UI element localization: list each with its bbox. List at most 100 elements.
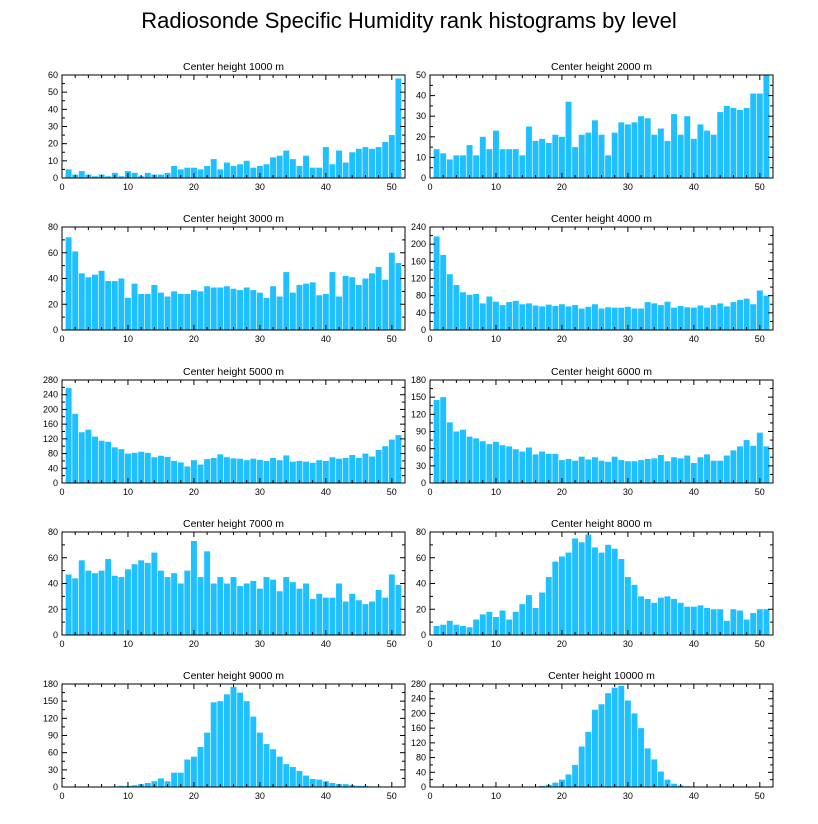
histogram-bar [190,167,197,178]
y-tick-label: 20 [48,299,58,309]
histogram-bar [237,692,244,787]
x-tick-label: 30 [255,791,265,801]
y-tick-label: 150 [43,696,58,706]
histogram-bar [539,785,546,787]
y-tick-label: 0 [53,782,58,792]
histogram-bar [506,302,513,330]
histogram-bar [519,155,526,178]
x-tick-label: 20 [189,639,199,649]
histogram-bar [585,731,592,787]
histogram-bar [486,444,493,483]
histogram-bar [263,297,270,330]
histogram-bar [492,301,499,330]
histogram-bar [303,283,310,330]
histogram-bar [605,461,612,483]
x-tick-label: 20 [557,791,567,801]
x-tick-label: 50 [755,791,765,801]
histogram-bar [243,701,250,787]
y-tick-label: 10 [416,152,426,162]
histogram-bar [572,147,579,178]
histogram-bar [171,165,178,178]
y-tick-label: 0 [421,630,426,640]
histogram-bar [756,609,763,635]
panel-title: Center height 7000 m [183,518,284,530]
x-tick-label: 40 [689,334,699,344]
histogram-bar [710,134,717,178]
x-tick-label: 50 [387,487,397,497]
histogram-bar [223,286,230,330]
histogram-bar [250,167,257,178]
histogram-bar [171,291,178,331]
histogram-bar [289,292,296,330]
histogram-bar [717,112,724,178]
histogram-bar [558,556,565,635]
histogram-bar [144,452,151,483]
histogram-bar [763,609,770,635]
histogram-bar [460,625,466,635]
x-tick-label: 50 [387,639,397,649]
histogram-bar [151,457,158,483]
histogram-bar [492,616,499,635]
histogram-bar [671,114,678,178]
histogram-bar [243,460,250,483]
histogram-bar [704,607,711,635]
histogram-bar [65,388,72,483]
y-tick-label: 0 [421,173,426,183]
histogram-bar [316,593,323,635]
histogram-bar [743,298,750,330]
histogram-bar [552,134,559,178]
histogram-bar [743,619,750,635]
histogram-bar [124,569,131,635]
histogram-bar [539,306,546,330]
histogram-bar [78,560,85,635]
histogram-bar [473,155,480,178]
x-tick-label: 20 [557,639,567,649]
histogram-bar [131,564,138,635]
panel-title: Center height 9000 m [183,670,284,682]
histogram-bar [624,306,631,330]
histogram-bar [105,281,112,330]
histogram-bar [283,455,290,483]
histogram-bar [671,783,678,787]
y-tick-label: 150 [411,392,426,402]
histogram-bar [177,583,184,635]
histogram-bar [98,440,105,483]
histogram-bar [657,305,664,330]
histogram-bar [671,307,678,330]
histogram-bar [519,451,526,483]
x-tick-label: 10 [123,182,133,192]
histogram-bar [611,548,618,635]
histogram-bar [349,593,356,635]
histogram-bar [473,619,480,635]
histogram-bar [118,785,125,787]
histogram-bar [296,165,303,178]
histogram-bar [624,124,631,178]
histogram-bar [618,559,625,635]
histogram-bar [303,461,310,483]
histogram-bar [671,598,678,635]
histogram-bar [591,120,598,178]
histogram-bar [525,126,532,178]
histogram-bar [486,611,493,635]
x-tick-label: 30 [623,487,633,497]
histogram-bar [499,149,506,178]
histogram-bar [322,147,329,178]
panel-title: Center height 10000 m [548,670,655,682]
histogram-bar [453,624,460,635]
histogram-bar [750,93,757,178]
histogram-bar [296,770,303,787]
histogram-bar [283,764,290,787]
histogram-bar [111,447,118,483]
y-tick-label: 40 [48,274,58,284]
histogram-bar [704,307,711,330]
histogram-bar [204,165,211,178]
histogram-bar [585,132,592,178]
y-tick-label: 80 [48,222,58,232]
histogram-bar [756,432,763,483]
x-tick-label: 10 [491,791,501,801]
histogram-bar [369,456,375,483]
x-tick-label: 10 [491,639,501,649]
histogram-bar [506,446,513,483]
y-tick-label: 160 [411,256,426,266]
histogram-bar [651,458,658,483]
